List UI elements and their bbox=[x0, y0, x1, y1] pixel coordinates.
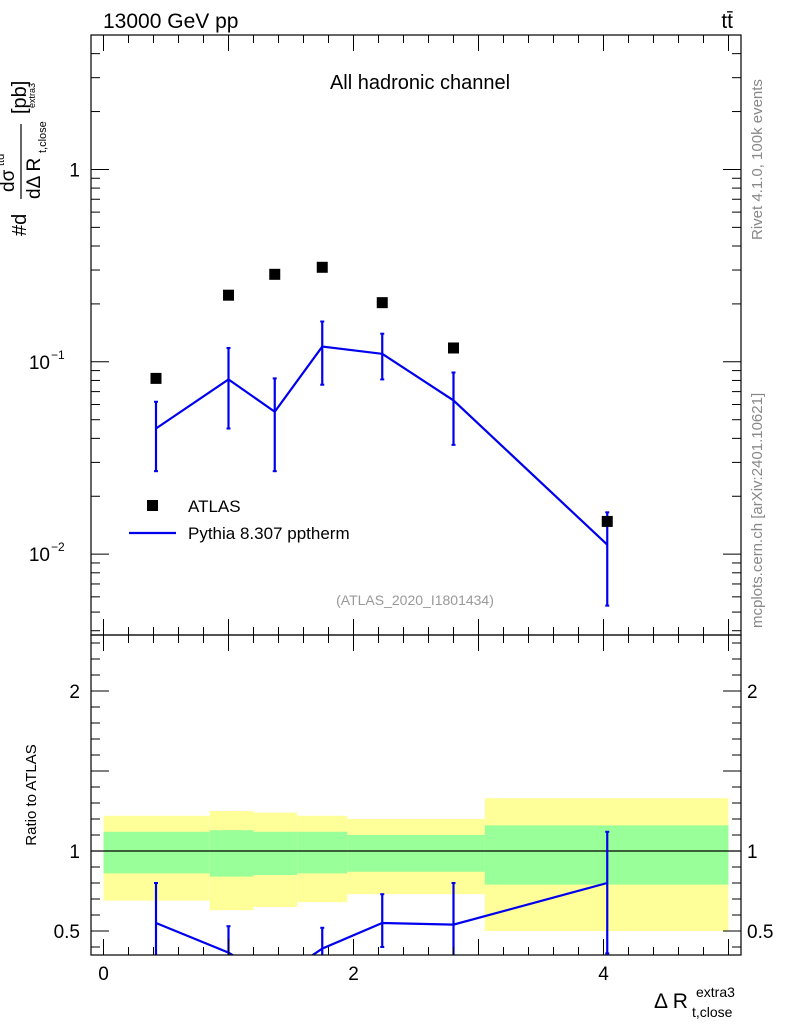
x-label-main: Δ R bbox=[654, 990, 688, 1013]
ratio-y-tick-label-right: 1 bbox=[747, 842, 758, 863]
y-tick-label: 10 bbox=[29, 353, 50, 374]
ratio-y-tick-label-left: 2 bbox=[69, 682, 80, 703]
y-tick-label-exponent: −1 bbox=[51, 348, 65, 362]
legend-atlas-label: ATLAS bbox=[188, 497, 241, 516]
y-label-denominator-sup: extra3 bbox=[27, 83, 37, 108]
atlas-data-point bbox=[223, 289, 234, 301]
main-frame bbox=[90, 34, 742, 636]
y-label-numerator-sup: ttd bbox=[0, 154, 7, 166]
y-label-numerator: dσ bbox=[0, 169, 19, 192]
atlas-data-point bbox=[448, 342, 459, 354]
atlas-data-point bbox=[269, 268, 281, 280]
y-tick-label: 1 bbox=[69, 160, 80, 181]
process-label: tt̄ bbox=[721, 10, 733, 33]
x-label-sub: t,close bbox=[692, 1004, 733, 1020]
ratio-y-tick-label-right: 0.5 bbox=[747, 922, 773, 943]
x-tick-label: 4 bbox=[598, 964, 609, 985]
ratio-axis-ticks: 0.5 0.5 1 1 2 2 bbox=[54, 635, 773, 955]
main-axis-ticks: 110−110−2 bbox=[29, 34, 741, 635]
legend-atlas-marker bbox=[147, 500, 158, 511]
ratio-band-inner bbox=[453, 835, 485, 872]
ratio-band-inner bbox=[297, 831, 348, 874]
ratio-data-layer bbox=[91, 798, 741, 955]
energy-label: 13000 GeV pp bbox=[103, 10, 238, 33]
x-tick-label: 0 bbox=[98, 964, 109, 985]
y-tick-label: 10 bbox=[29, 545, 50, 566]
ratio-y-tick-label-right: 2 bbox=[747, 682, 758, 703]
ratio-y-axis-label: Ratio to ATLAS bbox=[23, 744, 40, 845]
main-panel: All hadronic channel (ATLAS_2020_I180143… bbox=[0, 34, 742, 636]
y-tick-label-exponent: −2 bbox=[51, 540, 65, 554]
y-label-prefix: #d bbox=[9, 214, 31, 236]
rivet-version-label: Rivet 4.1.0, 100k events bbox=[749, 79, 766, 240]
x-axis-labels: 0 2 4 bbox=[98, 964, 609, 985]
ratio-frame bbox=[90, 634, 742, 956]
x-label-sup: extra3 bbox=[696, 984, 735, 1000]
x-axis-title: Δ R extra3 t,close bbox=[654, 984, 735, 1020]
main-y-axis-label: #d dσ ttd dΔ R t,close extra3 [pb] bbox=[0, 81, 49, 236]
ratio-band-inner bbox=[253, 831, 298, 875]
ratio-y-tick-label-left: 0.5 bbox=[54, 922, 80, 943]
ratio-band-inner bbox=[347, 835, 454, 872]
main-data-layer bbox=[150, 261, 613, 607]
chart-title: All hadronic channel bbox=[330, 72, 510, 94]
ratio-panel: 0.5 0.5 1 1 2 2 Ratio to ATLAS bbox=[23, 634, 773, 956]
atlas-data-point bbox=[601, 515, 613, 527]
y-label-denominator-sub: t,close bbox=[37, 121, 49, 153]
ratio-band-inner bbox=[103, 831, 210, 874]
atlas-data-point bbox=[376, 297, 388, 309]
atlas-data-point bbox=[150, 372, 162, 384]
ratio-y-tick-label-left: 1 bbox=[69, 842, 80, 863]
y-label-denominator: dΔ R bbox=[24, 158, 45, 199]
legend-pythia-label: Pythia 8.307 pptherm bbox=[188, 524, 350, 543]
legend: ATLAS Pythia 8.307 pptherm bbox=[129, 497, 350, 543]
atlas-data-point bbox=[316, 261, 328, 273]
analysis-id: (ATLAS_2020_I1801434) bbox=[336, 592, 494, 608]
ratio-band-inner bbox=[209, 830, 254, 877]
x-tick-label: 2 bbox=[348, 964, 359, 985]
y-label-unit: [pb] bbox=[9, 81, 31, 114]
mcplots-label: mcplots.cern.ch [arXiv:2401.10621] bbox=[749, 393, 766, 628]
